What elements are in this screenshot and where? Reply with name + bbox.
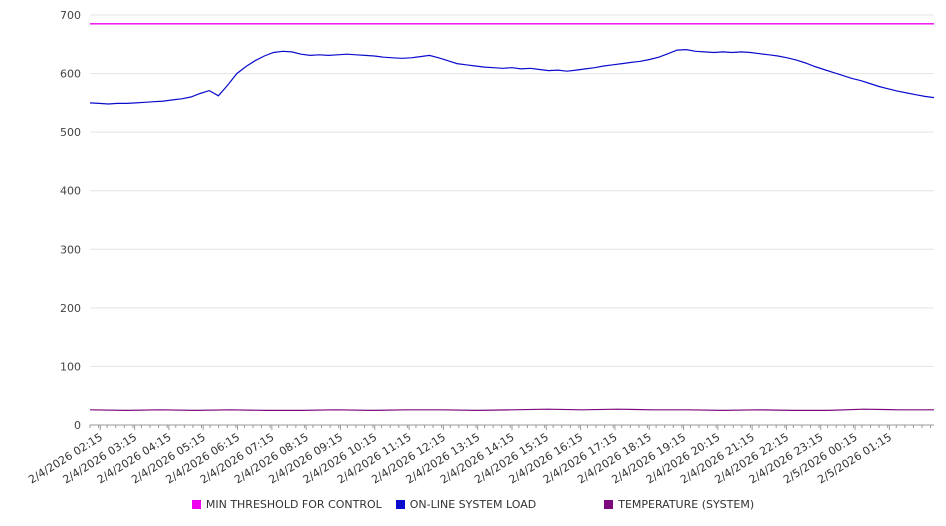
y-tick-label: 600	[60, 68, 81, 81]
series-line-1	[89, 48, 935, 105]
legend-item-min-threshold: MIN THRESHOLD FOR CONTROL	[191, 498, 382, 511]
legend-label-min-threshold: MIN THRESHOLD FOR CONTROL	[205, 498, 382, 511]
y-tick-label: 200	[60, 302, 81, 315]
y-tick-label: 400	[60, 185, 81, 198]
y-tick-label: 0	[74, 419, 81, 432]
legend-item-system-load: ON-LINE SYSTEM LOAD	[395, 498, 537, 511]
legend-swatch-min-threshold	[191, 500, 201, 509]
y-tick-label: 300	[60, 243, 81, 256]
legend-swatch-system-load	[395, 500, 405, 509]
legend-item-temperature: TEMPERATURE (SYSTEM)	[604, 498, 754, 511]
y-tick-label: 100	[60, 360, 81, 373]
series-line-2	[89, 408, 934, 412]
legend-label-temperature: TEMPERATURE (SYSTEM)	[618, 498, 755, 511]
y-tick-label: 700	[60, 9, 81, 22]
legend: MIN THRESHOLD FOR CONTROL ON-LINE SYSTEM…	[0, 498, 946, 511]
legend-swatch-temperature	[604, 500, 614, 509]
legend-label-system-load: ON-LINE SYSTEM LOAD	[409, 498, 537, 511]
y-tick-label: 500	[60, 126, 81, 139]
